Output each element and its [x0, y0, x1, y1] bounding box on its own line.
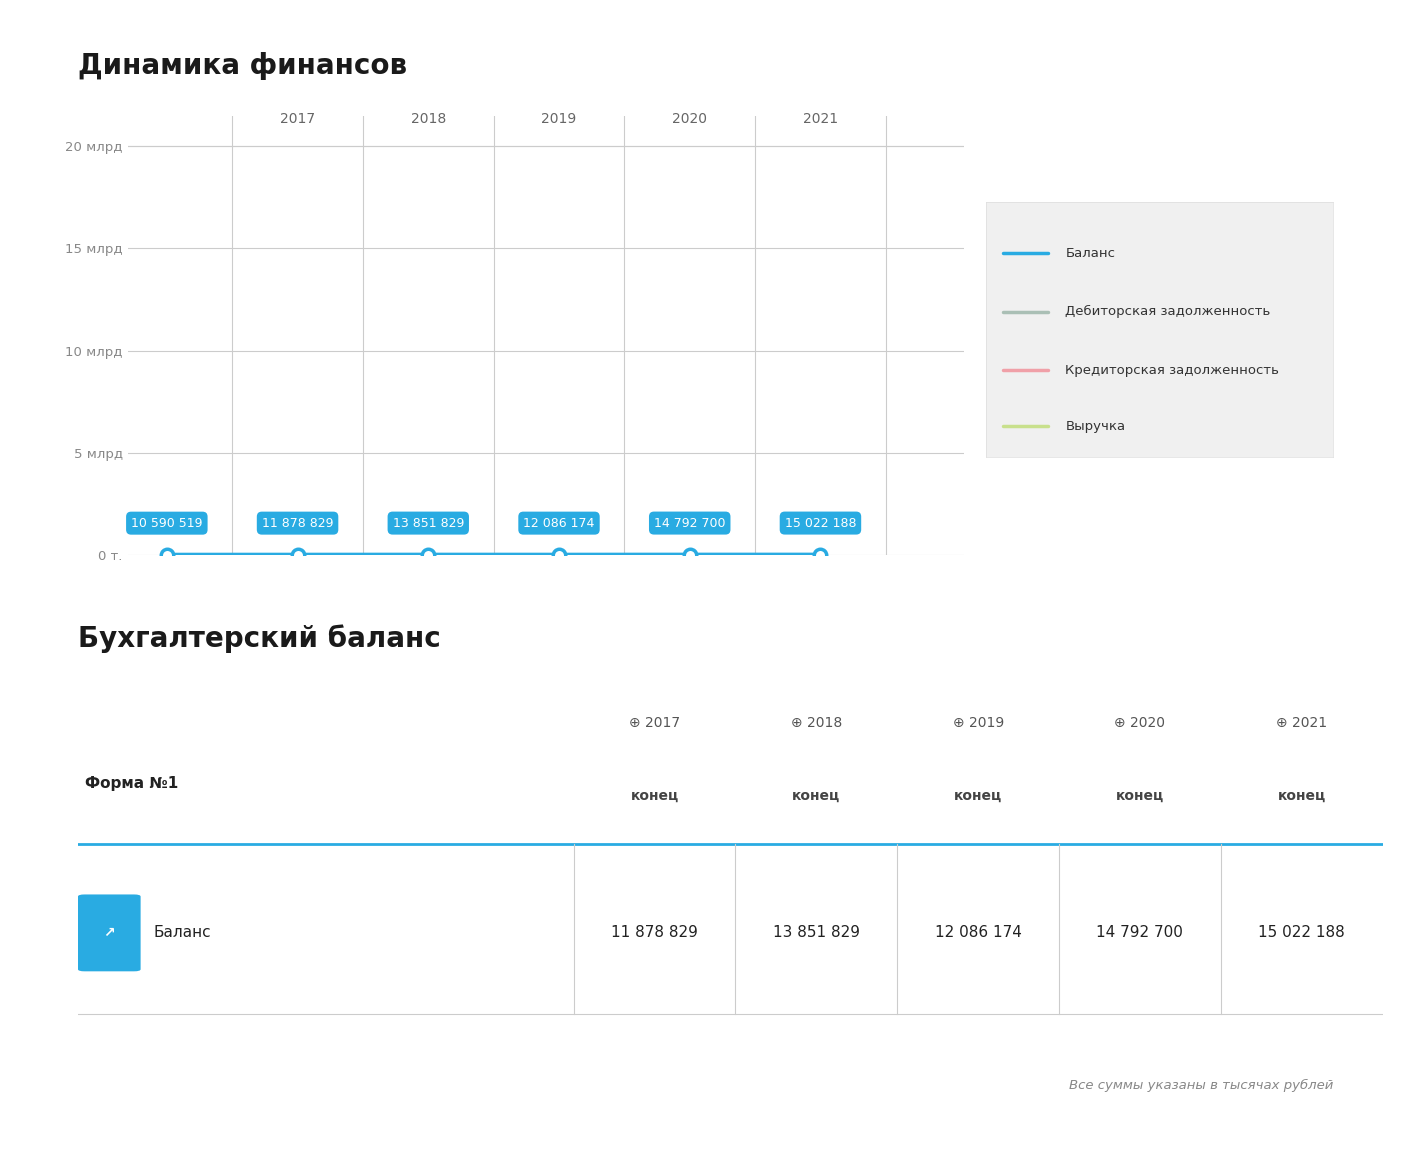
- Text: ⊕ 2019: ⊕ 2019: [953, 716, 1004, 729]
- Text: Выручка: Выручка: [1065, 420, 1126, 432]
- Text: конец: конец: [1278, 788, 1326, 802]
- Text: 15 022 188: 15 022 188: [784, 517, 856, 529]
- Text: 2018: 2018: [411, 112, 445, 126]
- Text: конец: конец: [631, 788, 679, 802]
- Text: ⊕ 2020: ⊕ 2020: [1115, 716, 1166, 729]
- Text: 14 792 700: 14 792 700: [654, 517, 726, 529]
- Text: ⊕ 2018: ⊕ 2018: [791, 716, 842, 729]
- Text: 11 878 829: 11 878 829: [611, 926, 698, 940]
- Text: конец: конец: [793, 788, 841, 802]
- Text: ↗: ↗: [104, 926, 115, 940]
- Text: 14 792 700: 14 792 700: [1096, 926, 1184, 940]
- Text: Бухгалтерский баланс: Бухгалтерский баланс: [78, 624, 441, 653]
- Text: 15 022 188: 15 022 188: [1258, 926, 1346, 940]
- Text: 2019: 2019: [542, 112, 577, 126]
- Text: 13 851 829: 13 851 829: [773, 926, 859, 940]
- Text: Дебиторская задолженность: Дебиторская задолженность: [1065, 305, 1271, 318]
- Text: конец: конец: [954, 788, 1003, 802]
- Text: 12 086 174: 12 086 174: [523, 517, 594, 529]
- Text: ⊕ 2021: ⊕ 2021: [1276, 716, 1327, 729]
- Text: конец: конец: [1116, 788, 1164, 802]
- Text: 13 851 829: 13 851 829: [393, 517, 464, 529]
- Text: 11 878 829: 11 878 829: [262, 517, 333, 529]
- Text: Все суммы указаны в тысячах рублей: Все суммы указаны в тысячах рублей: [1069, 1080, 1333, 1092]
- Text: Динамика финансов: Динамика финансов: [78, 52, 407, 80]
- Text: Баланс: Баланс: [1065, 246, 1116, 260]
- Text: 12 086 174: 12 086 174: [934, 926, 1021, 940]
- Text: 2017: 2017: [279, 112, 315, 126]
- Text: Кредиторская задолженность: Кредиторская задолженность: [1065, 364, 1279, 377]
- Text: 2021: 2021: [803, 112, 838, 126]
- Text: Баланс: Баланс: [153, 926, 211, 940]
- Text: Форма №1: Форма №1: [85, 776, 177, 791]
- Text: 2020: 2020: [672, 112, 708, 126]
- FancyBboxPatch shape: [78, 895, 140, 971]
- Text: 10 590 519: 10 590 519: [130, 517, 203, 529]
- Text: ⊕ 2017: ⊕ 2017: [630, 716, 681, 729]
